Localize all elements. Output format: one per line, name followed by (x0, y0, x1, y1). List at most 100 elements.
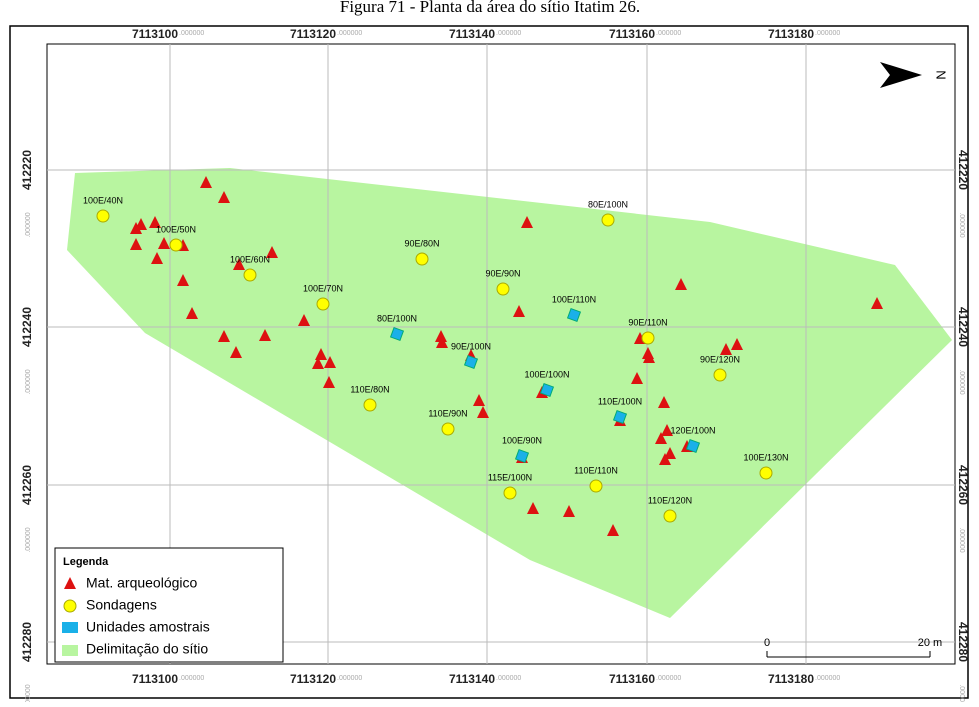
artifact-marker (527, 502, 539, 514)
site-label: 100E/90N (502, 435, 542, 445)
y-tick-decimals: .000000 (25, 527, 32, 552)
y-tick-label: 412280 (20, 622, 34, 662)
y-tick-decimals: .000000 (25, 212, 32, 237)
artifact-marker (130, 238, 142, 250)
artifact-marker (151, 252, 163, 264)
x-tick-label: 7113160 (609, 27, 655, 41)
legend-title: Legenda (63, 556, 109, 568)
x-tick-decimals: .000000 (337, 675, 362, 682)
site-label: 100E/50N (156, 224, 196, 234)
artifact-marker (675, 278, 687, 290)
artifact-marker (312, 357, 324, 369)
artifact-marker (664, 447, 676, 459)
artifact-marker (661, 424, 673, 436)
sample-unit (389, 326, 405, 342)
artifact-marker (266, 246, 278, 258)
x-tick-decimals: .000000 (179, 30, 204, 37)
survey-pit (96, 209, 110, 223)
x-tick-label: 7113100 (132, 27, 178, 41)
artifact-marker (177, 274, 189, 286)
artifact-marker (731, 338, 743, 350)
y-tick-decimals: .000000 (958, 212, 965, 237)
y-tick: 412240 .000000 (20, 307, 34, 395)
y-tick-decimals: .000000 (958, 369, 965, 394)
survey-pit (169, 238, 183, 252)
site-label: 100E/130N (743, 452, 788, 462)
survey-pit (759, 466, 773, 480)
legend-item: Delimitação do sítio (86, 641, 208, 657)
sample-unit (612, 409, 628, 425)
artifact-marker (655, 432, 667, 444)
site-label: 80E/100N (377, 313, 417, 323)
artifact-marker (233, 258, 245, 270)
site-label: 110E/100N (598, 396, 642, 406)
site-label: 100E/40N (83, 195, 123, 205)
artifact-marker (259, 329, 271, 341)
sample-unit (685, 438, 701, 454)
artifact-marker (477, 406, 489, 418)
sample-unit (463, 354, 479, 370)
artifact-marker (436, 336, 448, 348)
sample-unit (514, 448, 530, 464)
survey-pit (363, 398, 377, 412)
x-tick-decimals: .000000 (179, 675, 204, 682)
artifact-marker (186, 307, 198, 319)
x-tick-decimals: .000000 (815, 675, 840, 682)
survey-pit (601, 213, 615, 227)
site-label: 90E/110N (628, 317, 667, 327)
artifact-marker (473, 394, 485, 406)
artifact-marker (323, 376, 335, 388)
north-arrow: N (880, 62, 949, 88)
x-tick-label: 7113180 (768, 672, 814, 686)
scale-end: 20 m (918, 637, 942, 649)
y-tick: 412260 .000000 (956, 465, 970, 553)
x-tick-label: 7113160 (609, 672, 655, 686)
y-tick-decimals: .000000 (958, 684, 965, 702)
y-tick-label: 412220 (20, 150, 34, 190)
y-tick-label: 412220 (956, 150, 970, 190)
survey-pit (415, 252, 429, 266)
site-label: 110E/110N (574, 465, 618, 475)
x-tick-label: 7113140 (449, 672, 495, 686)
marks: 100E/40N 100E/50N 100E/60N 100E/70N 90E/80N 8… (83, 176, 883, 536)
y-tick-label: 412260 (956, 465, 970, 505)
site-label: 100E/60N (230, 254, 270, 264)
legend-item: Unidades amostrais (86, 619, 210, 635)
survey-pit (503, 486, 517, 500)
site-label: 100E/100N (524, 369, 569, 379)
sample-unit (566, 307, 582, 323)
artifact-marker (158, 237, 170, 249)
y-tick: 412280 .000000 (20, 622, 34, 707)
artifact-marker (513, 305, 525, 317)
artifact-marker (218, 330, 230, 342)
site-label: 90E/120N (700, 354, 740, 364)
artifact-marker (658, 396, 670, 408)
x-tick-label: 7113120 (290, 27, 336, 41)
artifact-marker (435, 330, 447, 342)
site-boundary (67, 168, 952, 618)
x-tick-decimals: .000000 (656, 675, 681, 682)
site-label: 80E/100N (588, 199, 628, 209)
artifact-marker (563, 505, 575, 517)
y-tick: 412220 .000000 (956, 150, 970, 238)
survey-pit (589, 479, 603, 493)
grid: 7113100.0000007113100.0000007113120.0000… (20, 27, 970, 707)
site-label: 115E/100N (488, 472, 532, 482)
scale-bar: 0 20 m (764, 637, 942, 658)
survey-pit (496, 282, 510, 296)
x-tick-label: 7113120 (290, 672, 336, 686)
x-tick-decimals: .000000 (496, 675, 521, 682)
survey-pit (713, 368, 727, 382)
legend-item: Mat. arqueológico (86, 575, 198, 591)
artifact-marker (218, 191, 230, 203)
y-tick: 412220 .000000 (20, 150, 34, 238)
x-tick-decimals: .000000 (337, 30, 362, 37)
artifact-marker (200, 176, 212, 188)
y-tick: 412240 .000000 (956, 307, 970, 395)
x-tick-label: 7113140 (449, 27, 495, 41)
y-tick-label: 412240 (20, 307, 34, 347)
x-tick-label: 7113180 (768, 27, 814, 41)
y-tick-decimals: .000000 (25, 369, 32, 394)
site-label: 90E/100N (451, 341, 491, 351)
